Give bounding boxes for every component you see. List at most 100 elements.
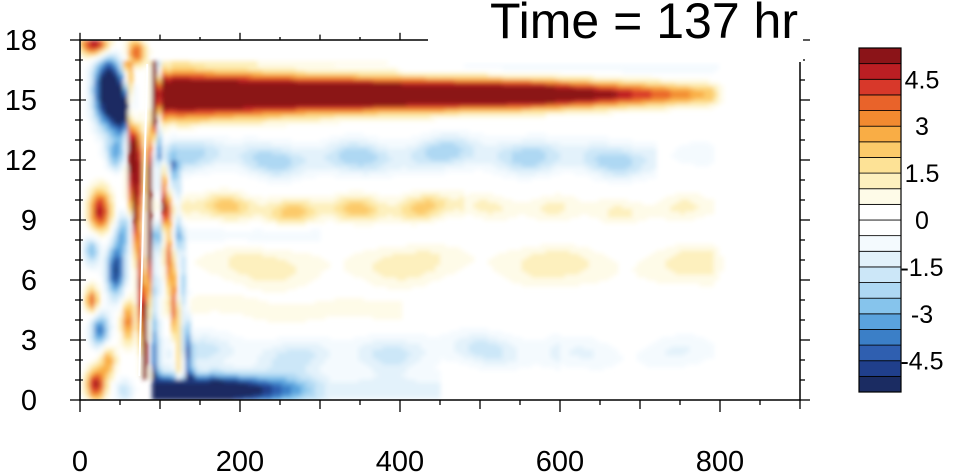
heatmap-cell xyxy=(180,370,187,374)
heatmap-cell xyxy=(344,373,350,377)
heatmap-cell xyxy=(281,310,287,314)
heatmap-cell xyxy=(348,262,355,266)
heatmap-cell xyxy=(334,376,340,380)
heatmap-cell xyxy=(209,82,215,86)
heatmap-cell xyxy=(276,265,283,269)
heatmap-cell xyxy=(200,202,206,206)
heatmap-cell xyxy=(243,136,249,140)
heatmap-cell xyxy=(108,256,115,260)
heatmap-cell xyxy=(94,106,100,110)
heatmap-cell xyxy=(344,214,350,218)
heatmap-cell xyxy=(147,265,153,269)
heatmap-cell xyxy=(281,217,287,221)
heatmap-cell xyxy=(171,235,177,239)
heatmap-cell xyxy=(195,79,201,83)
heatmap-cell xyxy=(334,112,340,116)
heatmap-cell xyxy=(128,340,134,344)
heatmap-cell xyxy=(272,178,278,182)
heatmap-cell xyxy=(339,304,345,308)
heatmap-cell xyxy=(161,298,167,302)
heatmap-cell xyxy=(224,343,230,347)
heatmap-cell xyxy=(137,61,143,65)
heatmap-cell xyxy=(128,181,134,185)
heatmap-cell xyxy=(152,319,158,323)
heatmap-cell xyxy=(272,343,278,347)
heatmap-cell xyxy=(344,145,350,149)
heatmap-cell xyxy=(305,265,311,269)
heatmap-cell xyxy=(267,220,273,224)
heatmap-cell xyxy=(276,214,283,218)
heatmap-cell xyxy=(334,379,340,383)
heatmap-cell xyxy=(334,313,340,317)
heatmap-cell xyxy=(305,385,311,389)
heatmap-cell xyxy=(128,337,134,341)
heatmap-cell xyxy=(204,211,211,215)
heatmap-cell xyxy=(185,94,191,98)
heatmap-cell xyxy=(224,196,230,200)
heatmap-cell xyxy=(276,103,283,107)
heatmap-cell xyxy=(176,325,182,329)
heatmap-cell xyxy=(339,97,345,101)
heatmap-cell xyxy=(147,160,153,164)
heatmap-cell xyxy=(286,385,292,389)
heatmap-cell xyxy=(324,163,331,167)
heatmap-cell xyxy=(238,154,244,158)
heatmap-cell xyxy=(224,88,230,92)
heatmap-cell xyxy=(252,283,259,287)
heatmap-cell xyxy=(262,79,268,83)
heatmap-cell xyxy=(214,154,220,158)
heatmap-cell xyxy=(209,229,215,233)
heatmap-cell xyxy=(200,193,206,197)
heatmap-cell xyxy=(348,196,355,200)
heatmap-cell xyxy=(99,127,105,131)
heatmap-cell xyxy=(276,112,283,116)
heatmap-cell xyxy=(161,220,167,224)
heatmap-cell xyxy=(243,253,249,257)
heatmap-cell xyxy=(84,235,91,239)
heatmap-cell xyxy=(132,199,139,203)
heatmap-cell xyxy=(320,376,326,380)
heatmap-cell xyxy=(257,301,263,305)
heatmap-cell xyxy=(123,346,129,350)
heatmap-cell xyxy=(209,265,215,269)
heatmap-cell xyxy=(176,391,182,395)
heatmap-cell xyxy=(132,49,139,53)
heatmap-cell xyxy=(166,376,172,380)
heatmap-cell xyxy=(344,193,350,197)
heatmap-cell xyxy=(123,181,129,185)
heatmap-cell xyxy=(171,337,177,341)
heatmap-cell xyxy=(272,115,278,119)
heatmap-cell xyxy=(123,61,129,65)
heatmap-cell xyxy=(185,370,191,374)
heatmap-cell xyxy=(339,208,345,212)
heatmap-cell xyxy=(248,277,254,281)
heatmap-cell xyxy=(104,112,110,116)
heatmap-cell xyxy=(128,250,134,254)
heatmap-cell xyxy=(147,331,153,335)
heatmap-cell xyxy=(257,148,263,152)
heatmap-cell xyxy=(180,343,187,347)
heatmap-cell xyxy=(156,91,163,95)
heatmap-cell xyxy=(142,271,148,275)
heatmap-cell xyxy=(142,328,148,332)
heatmap-cell xyxy=(291,355,297,359)
heatmap-cell xyxy=(132,136,139,140)
heatmap-cell xyxy=(200,208,206,212)
heatmap-cell xyxy=(233,64,239,68)
heatmap-cell xyxy=(156,277,163,281)
heatmap-cell xyxy=(315,88,321,92)
heatmap-cell xyxy=(276,376,283,380)
heatmap-cell xyxy=(344,88,350,92)
heatmap-cell xyxy=(89,187,95,191)
heatmap-cell xyxy=(176,190,182,194)
heatmap-cell xyxy=(243,364,249,368)
heatmap-cell xyxy=(238,385,244,389)
heatmap-cell xyxy=(147,82,153,86)
heatmap-cell xyxy=(190,358,196,362)
heatmap-cell xyxy=(334,388,340,392)
heatmap-cell xyxy=(214,160,220,164)
heatmap-cell xyxy=(305,163,311,167)
heatmap-cell xyxy=(209,103,215,107)
heatmap-cell xyxy=(214,340,220,344)
heatmap-cell xyxy=(329,364,335,368)
